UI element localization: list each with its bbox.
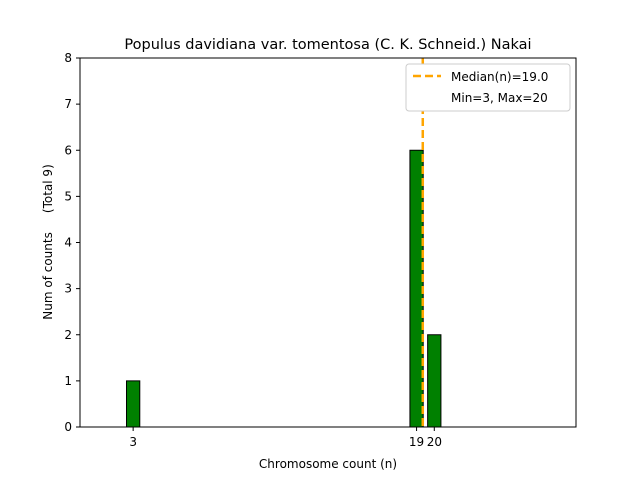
y-tick-label-0: 0 (64, 420, 72, 434)
legend-minmax-label: Min=3, Max=20 (451, 91, 548, 105)
y-tick-label-5: 5 (64, 189, 72, 203)
y-tick-label-7: 7 (64, 97, 72, 111)
bar-19 (409, 149, 424, 428)
legend-box (405, 63, 571, 112)
x-axis-label: Chromosome count (n) (259, 457, 397, 471)
x-tick-label-19: 19 (409, 435, 424, 449)
y-tick-label-3: 3 (64, 282, 72, 296)
bar-20 (427, 334, 442, 428)
x-tick-label-3: 3 (129, 435, 137, 449)
y-tick-label-4: 4 (64, 236, 72, 250)
x-tick-label-20: 20 (427, 435, 442, 449)
legend: Median(n)=19.0 Min=3, Max=20 (405, 63, 571, 112)
y-tick-label-8: 8 (64, 51, 72, 65)
y-tick-label-6: 6 (64, 143, 72, 157)
y-axis: 0 1 2 3 4 5 6 7 8 (64, 51, 80, 434)
y-axis-label: Num of counts (Total 9) (41, 164, 55, 319)
y-tick-label-2: 2 (64, 328, 72, 342)
bars (126, 149, 442, 428)
plot-frame (79, 57, 577, 428)
y-tick-label-1: 1 (64, 374, 72, 388)
legend-median-label: Median(n)=19.0 (451, 70, 548, 84)
bar-3 (126, 380, 141, 428)
chart-title: Populus davidiana var. tomentosa (C. K. … (124, 37, 531, 53)
x-axis: 3 19 20 (129, 427, 442, 449)
